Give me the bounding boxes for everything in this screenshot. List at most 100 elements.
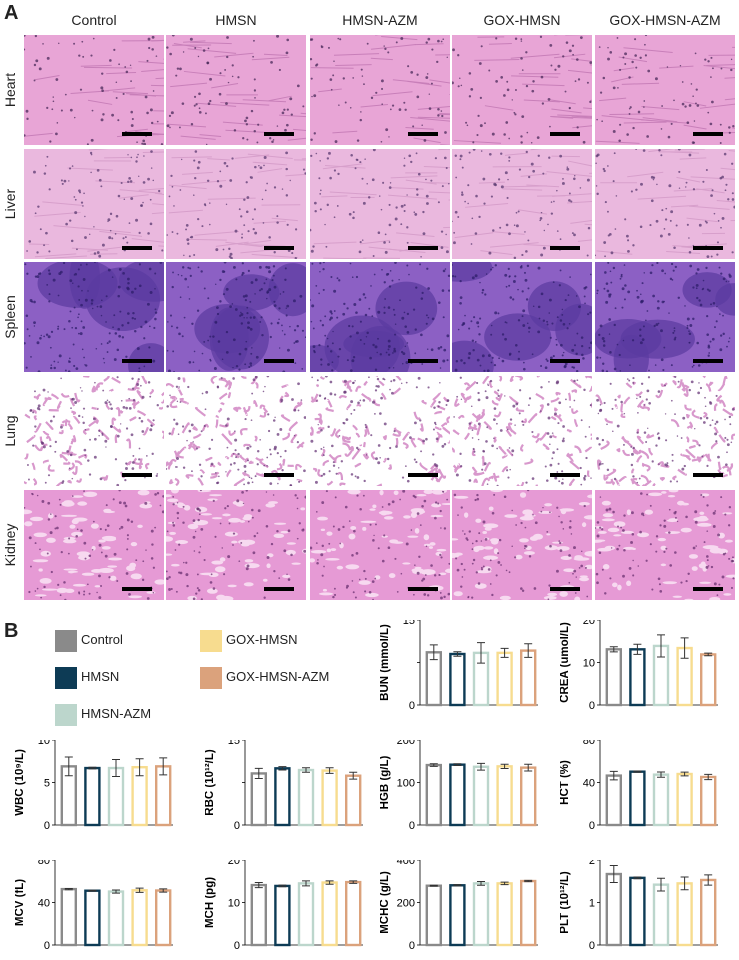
- legend-label: HMSN: [81, 669, 120, 684]
- error-bar: [704, 652, 713, 657]
- histology-image-spleen: [24, 262, 164, 372]
- error-bar: [657, 634, 665, 658]
- y-tick-label: 5: [44, 778, 50, 790]
- bar: [496, 882, 513, 947]
- bar: [425, 763, 442, 827]
- y-tick-label: 40: [583, 778, 595, 790]
- error-bar: [680, 876, 689, 891]
- legend-swatch: [55, 704, 77, 726]
- y-tick-label: 200: [397, 898, 415, 910]
- scale-bar: [122, 587, 152, 591]
- bar: [472, 882, 490, 947]
- bar: [699, 775, 717, 827]
- error-bar: [135, 887, 144, 893]
- scale-bar: [550, 587, 580, 591]
- y-tick-label: 10: [38, 740, 50, 747]
- histology-image-liver: [24, 149, 164, 259]
- scale-bar: [264, 246, 294, 250]
- histology-image-kidney: [166, 490, 306, 600]
- scale-bar: [693, 473, 723, 477]
- y-tick-label: 80: [38, 860, 50, 867]
- scale-bar: [550, 359, 580, 363]
- bar: [321, 881, 338, 947]
- histology-image-kidney: [452, 490, 592, 600]
- bar: [699, 878, 717, 947]
- bar: [131, 889, 148, 947]
- bar: [449, 884, 466, 947]
- histology-image-heart: [595, 35, 735, 145]
- legend-label: GOX-HMSN: [226, 632, 298, 647]
- histology-image-lung: [166, 376, 306, 486]
- scale-bar: [264, 132, 294, 136]
- y-tick-label: 0: [409, 700, 415, 712]
- bar-chart: HCT (%) 0 40 80: [560, 740, 718, 832]
- histology-image-spleen: [166, 262, 306, 372]
- error-bar: [88, 889, 97, 892]
- scale-bar: [408, 473, 438, 477]
- column-header: Control: [71, 12, 117, 28]
- scale-bar: [122, 132, 152, 136]
- y-axis-label: MCH (pg): [205, 877, 216, 928]
- y-tick-label: 0: [234, 940, 240, 952]
- error-bar: [477, 642, 485, 664]
- bar-chart: MCV (fL) 0 40 80: [15, 860, 173, 952]
- bar-chart: RBC (10¹²/L) 0 15: [205, 740, 363, 832]
- histology-image-lung: [595, 376, 735, 486]
- error-bar: [680, 637, 689, 659]
- y-tick-label: 1: [589, 898, 595, 910]
- error-bar: [278, 766, 287, 771]
- column-header: HMSN: [215, 12, 257, 28]
- bar: [274, 767, 291, 827]
- histology-image-lung: [310, 376, 450, 486]
- legend-label: HMSN-AZM: [81, 706, 152, 721]
- y-tick-label: 0: [589, 820, 595, 832]
- bar: [676, 772, 693, 827]
- histology-image-spleen: [595, 262, 735, 372]
- error-bar: [477, 880, 485, 886]
- error-bar: [633, 876, 642, 880]
- legend-swatch: [55, 667, 77, 689]
- histology-image-kidney: [595, 490, 735, 600]
- histology-image-heart: [452, 35, 592, 145]
- row-header: Heart: [2, 72, 18, 108]
- y-axis-label: PLT (10¹²/L): [560, 871, 571, 934]
- bar: [605, 648, 622, 707]
- bar: [425, 651, 442, 707]
- error-bar: [609, 646, 618, 653]
- bar-chart: BUN (mmol/L) 0 15: [380, 620, 538, 712]
- error-bar: [325, 767, 334, 774]
- y-tick-label: 0: [44, 820, 50, 832]
- error-bar: [680, 771, 689, 777]
- bar: [107, 890, 125, 947]
- bar: [472, 765, 490, 827]
- error-bar: [64, 756, 73, 777]
- legend-swatch: [200, 630, 222, 652]
- error-bar: [524, 879, 533, 883]
- bar: [496, 765, 513, 827]
- bar: [699, 653, 717, 707]
- bar: [449, 763, 466, 827]
- error-bar: [349, 771, 358, 780]
- y-axis-label: HCT (%): [560, 760, 571, 805]
- scale-bar: [693, 359, 723, 363]
- bar: [297, 882, 315, 947]
- legend-label: Control: [81, 632, 123, 647]
- error-bar: [112, 759, 120, 778]
- y-tick-label: 0: [44, 940, 50, 952]
- y-tick-label: 100: [397, 778, 415, 790]
- y-axis-label: MCV (fL): [15, 879, 26, 926]
- error-bar: [609, 770, 618, 781]
- error-bar: [657, 771, 665, 778]
- error-bar: [429, 763, 438, 767]
- histology-image-liver: [452, 149, 592, 259]
- bar: [605, 872, 622, 947]
- scale-bar: [264, 473, 294, 477]
- y-axis-label: HGB (g/L): [380, 756, 391, 810]
- error-bar: [477, 762, 485, 771]
- legend-label: GOX-HMSN-AZM: [226, 669, 330, 684]
- y-tick-label: 0: [234, 820, 240, 832]
- scale-bar: [264, 587, 294, 591]
- y-tick-label: 2: [589, 860, 595, 867]
- y-tick-label: 0: [589, 940, 595, 952]
- bar: [344, 774, 362, 827]
